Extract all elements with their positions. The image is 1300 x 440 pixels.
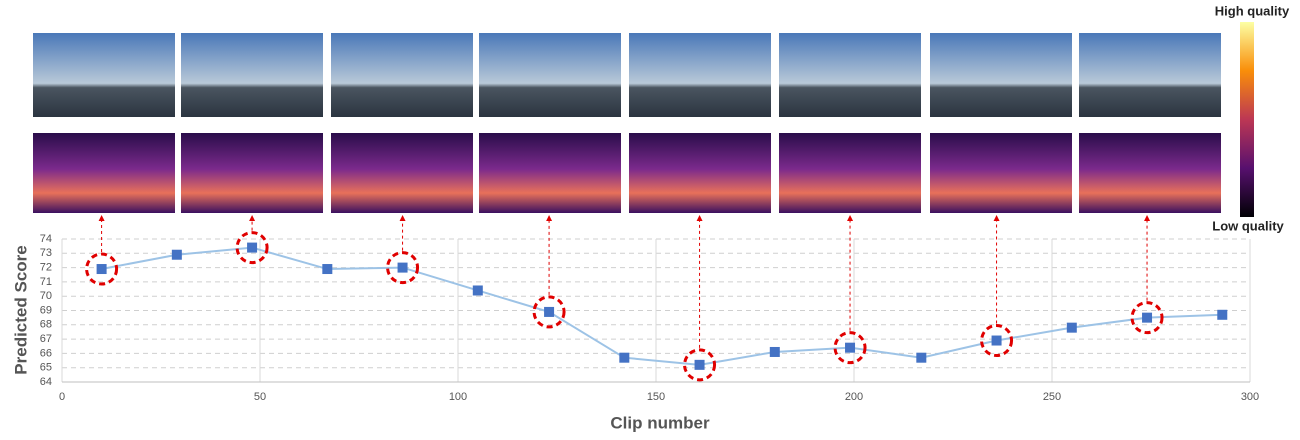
frame-image bbox=[779, 33, 921, 117]
marker bbox=[1142, 312, 1153, 323]
marker bbox=[397, 262, 408, 273]
highlight-circle bbox=[1130, 301, 1164, 335]
x-tick-label: 200 bbox=[845, 391, 863, 403]
colorbar-low: Low quality bbox=[1212, 218, 1284, 233]
marker bbox=[247, 242, 258, 253]
marker bbox=[96, 264, 107, 275]
line bbox=[101, 246, 1223, 366]
highlight-circle bbox=[532, 295, 566, 329]
heatmap-image bbox=[331, 133, 473, 213]
frame-image bbox=[33, 33, 175, 117]
marker bbox=[171, 249, 182, 260]
y-axis-title: Predicted Score bbox=[11, 245, 30, 374]
marker bbox=[991, 335, 1002, 346]
heatmap-image bbox=[779, 133, 921, 213]
marker bbox=[472, 285, 483, 296]
marker bbox=[1066, 322, 1077, 333]
frame-image bbox=[1079, 33, 1221, 117]
x-tick-label: 250 bbox=[1043, 391, 1061, 403]
heatmap-image bbox=[1079, 133, 1221, 213]
marker bbox=[1217, 309, 1228, 320]
frame-image bbox=[181, 33, 323, 117]
heatmap-image bbox=[33, 133, 175, 213]
colorbar-high: High quality bbox=[1215, 3, 1290, 18]
y-tick-label: 67 bbox=[40, 333, 52, 345]
colorbar bbox=[1240, 22, 1254, 217]
marker bbox=[544, 306, 555, 317]
x-tick-label: 300 bbox=[1241, 391, 1259, 403]
highlight-circle bbox=[85, 252, 119, 286]
y-tick-label: 71 bbox=[40, 276, 52, 288]
frame-image bbox=[629, 33, 771, 117]
highlight-circle bbox=[980, 324, 1014, 358]
highlight-circle bbox=[386, 251, 420, 285]
highlight-circle bbox=[235, 231, 269, 265]
y-tick-label: 69 bbox=[40, 304, 52, 316]
frame-image bbox=[331, 33, 473, 117]
frame-image bbox=[930, 33, 1072, 117]
x-axis-title: Clip number bbox=[610, 413, 710, 432]
frame-image bbox=[479, 33, 621, 117]
heatmap-image bbox=[181, 133, 323, 213]
marker bbox=[916, 352, 927, 363]
marker bbox=[845, 342, 856, 353]
y-tick-label: 66 bbox=[40, 347, 52, 359]
heatmap-image bbox=[479, 133, 621, 213]
x-tick-label: 100 bbox=[449, 391, 467, 403]
heatmap-image bbox=[930, 133, 1072, 213]
marker bbox=[694, 359, 705, 370]
marker bbox=[619, 352, 630, 363]
y-tick-label: 65 bbox=[40, 362, 52, 374]
y-tick-label: 70 bbox=[40, 290, 52, 302]
y-tick-label: 74 bbox=[40, 233, 52, 245]
x-tick-label: 150 bbox=[647, 391, 665, 403]
marker bbox=[769, 346, 780, 357]
highlight-circle bbox=[683, 348, 717, 382]
y-tick-label: 64 bbox=[40, 376, 52, 388]
marker bbox=[322, 264, 333, 275]
x-tick-label: 0 bbox=[59, 391, 65, 403]
highlight-circle bbox=[833, 331, 867, 365]
y-tick-label: 73 bbox=[40, 247, 52, 259]
y-tick-label: 68 bbox=[40, 319, 52, 331]
heatmap-image bbox=[629, 133, 771, 213]
y-tick-label: 72 bbox=[40, 262, 52, 274]
x-tick-label: 50 bbox=[254, 391, 266, 403]
